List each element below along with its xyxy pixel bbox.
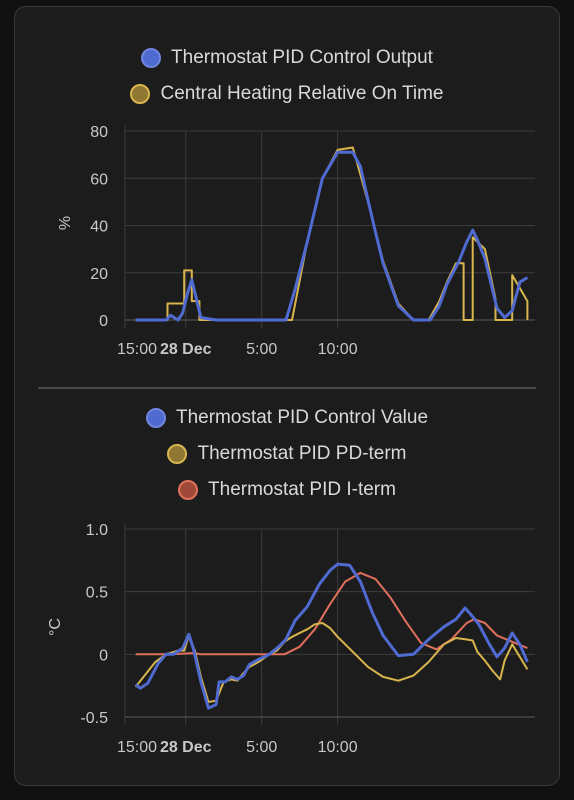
- y-tick-label: 0.5: [86, 585, 108, 602]
- legend-label: Thermostat PID Control Value: [175, 407, 429, 428]
- legend-dot-red-icon: [178, 480, 199, 500]
- legend-dot-yellow-icon: [167, 444, 188, 464]
- legend-item-control-value[interactable]: Thermostat PID Control Value: [0, 400, 574, 436]
- history-graph-card: [14, 6, 560, 786]
- legend-item-pd-term[interactable]: Thermostat PID PD-term: [0, 436, 574, 472]
- x-tick-label: 10:00: [318, 341, 358, 358]
- x-tick-label: 28 Dec: [160, 341, 212, 358]
- y-tick-label: 20: [90, 266, 108, 283]
- legend-item-control-output[interactable]: Thermostat PID Control Output: [0, 40, 574, 76]
- legend-item-relative-on-time[interactable]: Central Heating Relative On Time: [0, 76, 574, 112]
- x-tick-label: 15:00: [117, 341, 157, 358]
- series-line[interactable]: [135, 571, 528, 656]
- legend-item-i-term[interactable]: Thermostat PID I-term: [0, 472, 574, 508]
- chart-pid-value: °C 1.0 0.5 0 -0.5 15:00 28 Dec 5:00 10:00: [47, 522, 535, 756]
- y-tick-label: 1.0: [86, 522, 108, 539]
- y-tick-label: 0: [99, 647, 108, 664]
- y-tick-label: 80: [90, 124, 108, 141]
- y-tick-label: 0: [99, 313, 108, 330]
- series-line[interactable]: [134, 622, 529, 703]
- y-axis-label: °C: [47, 618, 64, 636]
- chart-pid-output: % 0 20 40 60 80 15:00 28 Dec 5:00 10:00: [57, 124, 535, 358]
- legend-label: Thermostat PID Control Output: [171, 47, 433, 68]
- y-tick-label: 40: [90, 219, 108, 236]
- series-line[interactable]: [135, 150, 529, 322]
- x-tick-label: 5:00: [246, 739, 277, 756]
- legend-label: Thermostat PID PD-term: [197, 443, 407, 464]
- x-tick-label: 5:00: [246, 341, 277, 358]
- x-tick-label: 28 Dec: [160, 739, 212, 756]
- legend-dot-blue-icon: [141, 48, 162, 68]
- legend-label: Thermostat PID I-term: [208, 479, 396, 500]
- legend-top: Thermostat PID Control Output Central He…: [0, 40, 574, 112]
- y-tick-label: -0.5: [80, 710, 108, 727]
- x-tick-label: 15:00: [117, 739, 157, 756]
- legend-dot-yellow-icon: [130, 84, 151, 104]
- divider: [38, 387, 536, 389]
- legend-bottom: Thermostat PID Control Value Thermostat …: [0, 400, 574, 508]
- legend-label: Central Heating Relative On Time: [160, 83, 444, 104]
- y-tick-label: 60: [90, 171, 108, 188]
- y-axis-label: %: [57, 216, 74, 230]
- legend-dot-blue-icon: [145, 408, 166, 428]
- series-line[interactable]: [134, 562, 529, 710]
- x-tick-label: 10:00: [318, 739, 358, 756]
